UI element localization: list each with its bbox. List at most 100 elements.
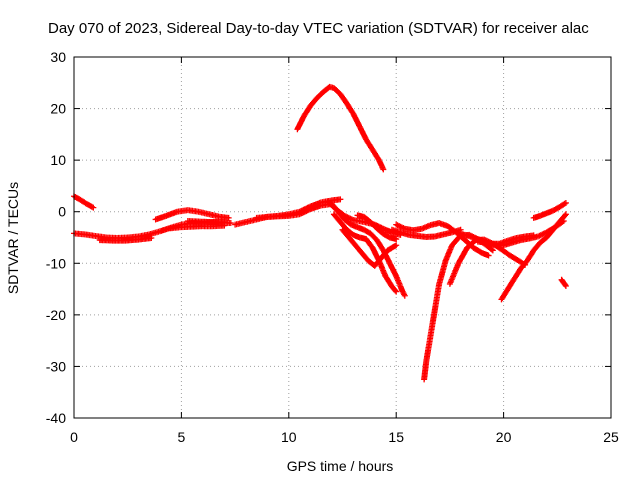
data-trail: [518, 258, 530, 271]
data-trail: [561, 280, 569, 288]
data-trail: [346, 235, 358, 248]
data-trail: [559, 277, 566, 285]
data-trail: [344, 101, 356, 116]
x-tick-label: 25: [603, 429, 619, 445]
data-trail: [446, 224, 459, 235]
data-trail: [432, 282, 442, 312]
data-trail: [334, 207, 347, 218]
series-arc-e: [167, 222, 228, 232]
series-arc-i: [294, 83, 387, 173]
data-trail: [456, 246, 470, 265]
data-trail: [368, 231, 379, 242]
data-trail: [72, 194, 83, 203]
data-point: [489, 247, 496, 254]
data-trail: [331, 212, 343, 224]
data-point: [401, 292, 408, 299]
data-trail: [332, 86, 343, 97]
data-trail: [78, 197, 89, 207]
data-trail: [550, 220, 562, 232]
data-point: [148, 235, 155, 242]
data-trail: [314, 90, 326, 101]
data-point: [225, 214, 232, 221]
data-trail: [536, 230, 549, 239]
y-tick-label: 0: [58, 204, 66, 220]
series-arc-m: [339, 226, 400, 269]
series-arc-h: [253, 200, 335, 221]
data-trail: [557, 200, 568, 210]
data-trail: [538, 235, 549, 245]
data-trail: [370, 148, 382, 162]
data-trail: [362, 227, 373, 236]
data-trail: [359, 251, 371, 263]
x-tick-label: 10: [281, 429, 297, 445]
y-tick-label: 10: [50, 152, 66, 168]
y-tick-label: -10: [46, 255, 66, 271]
data-trail: [512, 266, 523, 281]
data-trail: [297, 206, 312, 217]
x-tick-label: 15: [388, 429, 404, 445]
data-trail: [557, 212, 568, 224]
x-tick-label: 20: [496, 429, 512, 445]
data-trail: [340, 227, 351, 240]
data-trail: [381, 231, 392, 240]
series-arc-q: [421, 231, 496, 383]
data-point: [393, 242, 400, 249]
data-point: [562, 211, 569, 218]
data-trail: [551, 204, 562, 213]
data-trail: [374, 238, 386, 253]
series-arc-w: [558, 276, 569, 289]
y-axis-label: SDTVAR / TECUs: [5, 182, 21, 294]
data-trail: [400, 290, 408, 298]
data-trail: [505, 277, 517, 291]
data-trail: [508, 253, 521, 263]
series-arc-d: [152, 207, 232, 223]
series-arc-n: [354, 212, 400, 243]
data-trail: [325, 199, 338, 212]
series-arc-u: [498, 211, 569, 303]
data-point: [562, 199, 569, 206]
y-tick-label: 20: [50, 101, 66, 117]
data-trail: [421, 359, 430, 381]
series-arc-v: [530, 199, 569, 221]
data-trail: [379, 248, 390, 260]
data-trail: [363, 137, 375, 152]
series-arc-c: [96, 235, 155, 244]
y-tick-label: -20: [46, 307, 66, 323]
data-trail: [342, 217, 353, 227]
data-trail: [389, 284, 399, 294]
data-trail: [374, 226, 386, 236]
x-tick-label: 0: [70, 429, 78, 445]
data-trail: [499, 247, 512, 258]
data-point: [90, 204, 97, 211]
data-trail: [436, 259, 449, 286]
data-points: [71, 83, 569, 383]
data-trail: [471, 245, 484, 256]
data-trail: [368, 220, 379, 231]
y-tick-label: -40: [46, 410, 66, 426]
y-tick-label: -30: [46, 358, 66, 374]
data-trail: [383, 274, 395, 289]
data-trail: [350, 112, 362, 129]
data-trail: [531, 240, 543, 253]
data-trail: [338, 92, 349, 106]
data-trail: [85, 201, 95, 210]
data-point: [393, 288, 400, 295]
y-tick-label: 30: [50, 49, 66, 65]
data-point: [393, 236, 400, 243]
data-trail: [364, 237, 375, 250]
data-point: [380, 166, 387, 173]
data-trail: [427, 308, 438, 337]
data-trail: [344, 227, 356, 238]
data-point: [562, 282, 569, 289]
plot-frame: [73, 56, 612, 419]
data-trail: [343, 213, 355, 223]
x-axis-label: GPS time / hours: [287, 458, 394, 474]
series-arc-f: [184, 217, 234, 227]
data-point: [485, 252, 492, 259]
data-trail: [499, 287, 511, 302]
data-trail: [423, 334, 434, 363]
data-trail: [394, 222, 407, 231]
data-trail: [450, 233, 463, 248]
data-point: [337, 196, 344, 203]
